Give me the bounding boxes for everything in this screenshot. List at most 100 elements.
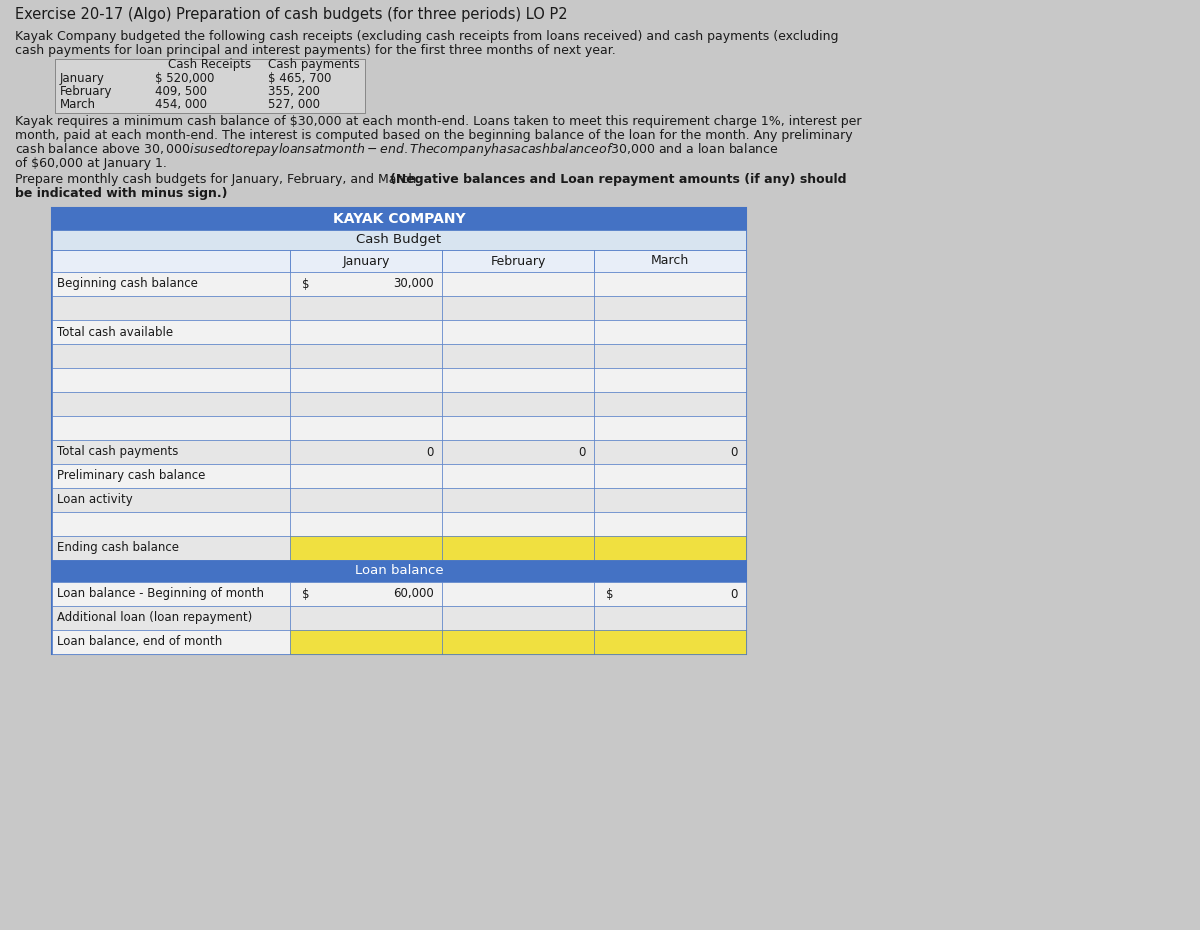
Bar (594, 582, 746, 606)
Text: 409, 500: 409, 500 (155, 86, 208, 99)
Text: Cash Receipts: Cash Receipts (168, 59, 251, 72)
Bar (52, 392, 290, 416)
Text: Loan activity: Loan activity (58, 494, 133, 507)
Bar (442, 344, 594, 368)
Bar (290, 296, 442, 320)
Text: March: March (650, 255, 689, 268)
Bar (594, 536, 746, 560)
Text: $: $ (606, 588, 613, 601)
Bar (290, 488, 442, 512)
Bar (290, 606, 442, 630)
Bar (594, 368, 746, 392)
Text: month, paid at each month-end. The interest is computed based on the beginning b: month, paid at each month-end. The inter… (14, 129, 853, 142)
Text: KAYAK COMPANY: KAYAK COMPANY (332, 212, 466, 226)
Bar (290, 272, 442, 296)
Text: Total cash available: Total cash available (58, 326, 173, 339)
Bar (52, 208, 746, 230)
Bar (52, 536, 290, 560)
Bar (442, 464, 594, 488)
Bar (290, 512, 442, 536)
Text: February: February (491, 255, 546, 268)
Bar (442, 296, 594, 320)
Bar (52, 208, 746, 654)
Bar (594, 272, 746, 296)
Bar (594, 416, 746, 440)
Text: Loan balance: Loan balance (355, 565, 443, 578)
Text: Kayak Company budgeted the following cash receipts (excluding cash receipts from: Kayak Company budgeted the following cas… (14, 31, 839, 44)
Text: Beginning cash balance: Beginning cash balance (58, 277, 198, 290)
Bar (52, 606, 290, 630)
Bar (52, 250, 290, 272)
Bar (290, 344, 442, 368)
Text: Additional loan (loan repayment): Additional loan (loan repayment) (58, 612, 252, 625)
Text: $ 465, 700: $ 465, 700 (268, 73, 331, 86)
Text: (Negative balances and Loan repayment amounts (if any) should: (Negative balances and Loan repayment am… (390, 174, 846, 187)
Bar (442, 250, 594, 272)
Bar (52, 320, 290, 344)
Text: cash balance above $30,000 is used to repay loans at month-end. The company has : cash balance above $30,000 is used to re… (14, 141, 779, 158)
Text: Cash Budget: Cash Budget (356, 233, 442, 246)
Bar (442, 272, 594, 296)
Bar (442, 536, 594, 560)
Text: Exercise 20-17 (Algo) Preparation of cash budgets (for three periods) LO P2: Exercise 20-17 (Algo) Preparation of cas… (14, 7, 568, 22)
Text: Preliminary cash balance: Preliminary cash balance (58, 470, 205, 483)
Bar (442, 630, 594, 654)
Text: 0: 0 (731, 588, 738, 601)
Text: 30,000: 30,000 (394, 277, 434, 290)
Text: January: January (342, 255, 390, 268)
Bar (442, 416, 594, 440)
Bar (594, 512, 746, 536)
Bar (290, 392, 442, 416)
Text: 0: 0 (427, 445, 434, 458)
Bar (594, 320, 746, 344)
Text: of $60,000 at January 1.: of $60,000 at January 1. (14, 157, 167, 170)
Bar (52, 630, 290, 654)
Text: 454, 000: 454, 000 (155, 99, 208, 112)
Bar (52, 344, 290, 368)
Bar (594, 464, 746, 488)
Text: 60,000: 60,000 (394, 588, 434, 601)
Bar (594, 392, 746, 416)
Text: 0: 0 (578, 445, 586, 458)
Text: March: March (60, 99, 96, 112)
Bar (594, 630, 746, 654)
Bar (594, 488, 746, 512)
Bar (442, 582, 594, 606)
Bar (290, 536, 442, 560)
Bar (290, 630, 442, 654)
Text: be indicated with minus sign.): be indicated with minus sign.) (14, 188, 228, 201)
Bar (290, 368, 442, 392)
Bar (594, 440, 746, 464)
Text: 527, 000: 527, 000 (268, 99, 320, 112)
Bar (290, 464, 442, 488)
Bar (290, 440, 442, 464)
Bar (442, 320, 594, 344)
Bar (52, 296, 290, 320)
Bar (55, 59, 365, 113)
Bar (442, 488, 594, 512)
Bar (442, 606, 594, 630)
Bar (290, 416, 442, 440)
Bar (290, 582, 442, 606)
Bar (52, 464, 290, 488)
Bar (442, 440, 594, 464)
Text: $: $ (302, 277, 310, 290)
Bar (52, 488, 290, 512)
Bar (594, 296, 746, 320)
Text: 355, 200: 355, 200 (268, 86, 320, 99)
Text: January: January (60, 73, 104, 86)
Text: Loan balance, end of month: Loan balance, end of month (58, 635, 222, 648)
Bar (52, 512, 290, 536)
Bar (52, 230, 746, 250)
Bar (52, 416, 290, 440)
Text: Loan balance - Beginning of month: Loan balance - Beginning of month (58, 588, 264, 601)
Bar (52, 582, 290, 606)
Text: cash payments for loan principal and interest payments) for the first three mont: cash payments for loan principal and int… (14, 45, 616, 58)
Bar (52, 440, 290, 464)
Text: Cash payments: Cash payments (268, 59, 360, 72)
Bar (52, 272, 290, 296)
Text: Prepare monthly cash budgets for January, February, and March.: Prepare monthly cash budgets for January… (14, 174, 420, 187)
Bar (290, 250, 442, 272)
Bar (442, 392, 594, 416)
Bar (594, 606, 746, 630)
